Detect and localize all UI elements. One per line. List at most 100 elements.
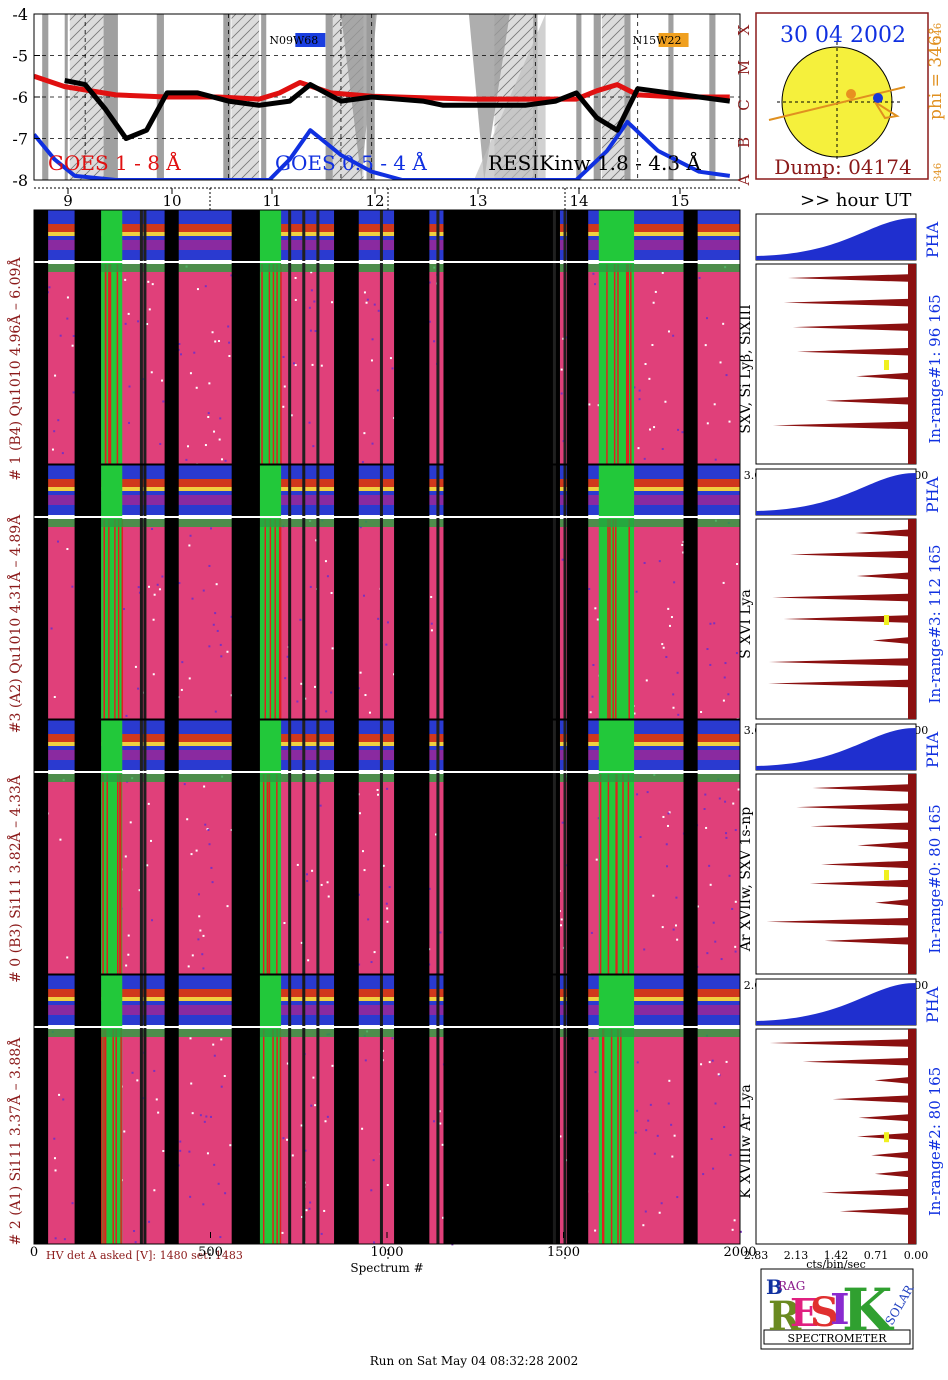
region-label: N15W22 [633,34,682,47]
spectrum-line-streak [602,1029,605,1244]
spectrum-marker [884,615,889,625]
spectrum-speckle [308,1207,311,1210]
spectrum-speckle [649,428,652,431]
spectrum-speckle [357,687,360,690]
spectrum-speckle [705,826,708,829]
spectrum-peak [766,917,916,926]
spectrum-speckle [153,593,156,596]
panel-ylabel: #3 (A2) Qu1010 4.31Å – 4.89Å [6,514,24,733]
data-gap [74,720,102,974]
data-gap-thin [436,720,440,974]
hour-tick-label: 13 [468,192,487,210]
spectrum-speckle [326,881,329,884]
spectrum-speckle [594,607,597,610]
spectrum-speckle [654,290,657,293]
spectrum-speckle [633,386,636,389]
spectrum-speckle [208,564,211,567]
spectrum-speckle [731,1228,734,1231]
spectrum-speckle [189,1037,192,1040]
spectrum-speckle [658,560,661,563]
spectrum-speckle [710,1137,713,1140]
spectrum-speckle [704,793,707,796]
spectrum-speckle [438,1110,441,1113]
data-gap-thin [316,720,320,974]
spectrum-peak [821,860,916,869]
spectrum-speckle [307,959,310,962]
spectrum-speckle [682,551,685,554]
spectrum-speckle [668,624,671,627]
spectrum-tick-label: 500 [198,1245,223,1260]
data-gap-thin [552,210,556,464]
spectrum-peak [790,550,916,559]
spectra-panel-2: # 0 (B3) Si111 3.82Å – 4.33ÅHV det B ask… [6,719,944,992]
spectrum-speckle [362,594,365,597]
spectrum-speckle [636,1061,639,1064]
spectrum-peak [809,879,916,888]
spectrum-speckle [664,400,667,403]
spectrum-line-streak [601,1029,604,1244]
spectrum-top-band [34,774,740,782]
spectrum-speckle [651,343,654,346]
spectrum-speckle [709,622,712,625]
pha-histogram [756,728,916,770]
spectrum-line-streak [262,774,265,974]
spectrum-speckle [127,953,130,956]
cts-label: cts/bin/sec [806,1258,866,1271]
data-gap [394,210,430,464]
hv-label: HV det A asked [V]: 1480 set: 1483 [46,1249,243,1262]
spectrum-peak [858,1113,916,1122]
spectrum-speckle [179,353,182,356]
spectrum-speckle [662,815,665,818]
spectrum-speckle [702,1173,705,1176]
pha-band-yellow [34,742,740,746]
spectrum-speckle [653,1152,656,1155]
goes-class-label: B [735,137,753,148]
spectrum-speckle [230,615,233,618]
spectrum-speckle [698,276,701,279]
spectrum-speckle [131,1071,134,1074]
spectrum-speckle [66,956,69,959]
spectrum-speckle [305,873,308,876]
data-gap-thin [139,975,143,1244]
spectrum-speckle [712,921,715,924]
spectrum-speckle [324,1120,327,1123]
logo-k: K [842,1276,895,1344]
spectrum-speckle [71,344,74,347]
spectrum-speckle [326,575,329,578]
spectrum-speckle [229,1144,232,1147]
in-range-label: In-range#3: 112 165 [926,545,944,704]
spectrum-speckle [122,608,125,611]
spectrum-axis: 0 500 1000 1500 2000 Spectrum # cts/bin/sec [30,1232,866,1275]
spectrum-speckle [286,655,289,658]
spectrum-line-streak [103,519,106,719]
data-gap [34,975,49,1244]
spectrum-top-band [34,1029,740,1037]
spectrum-speckle [709,883,712,886]
hour-tick-label: 9 [63,192,73,210]
pha-histogram [756,983,916,1025]
spectrum-speckle [294,276,297,279]
data-gap [394,465,430,719]
pha-band-purple [34,1005,740,1015]
spectrum-speckle [56,540,59,543]
spectrum-line-streak [276,264,278,464]
spectra-panel-1: #3 (A2) Qu1010 4.31Å – 4.89ÅHV det A ask… [6,464,944,737]
spectrum-speckle [51,448,54,451]
spectrum-speckle [207,829,210,832]
spectrum-speckle [50,627,53,630]
spectrum-speckle [717,1073,720,1076]
data-gap [567,465,589,719]
spectrum-speckle [180,688,183,691]
spectrum-speckle [66,296,69,299]
spectra-frame [33,209,741,465]
spectrum-speckle [219,417,222,420]
spectrum-speckle [199,929,202,932]
spectrum-speckle [731,907,734,910]
panel-ylabel: # 2 (A1) Si111 3.37Å – 3.88Å [6,1037,24,1246]
goes-lightcurve-chart: -4 -5 -6 -7 -8 X M C B A N09W68 N15W22 GOES 1 - 8… [0,0,948,200]
data-gap [443,720,560,974]
spectrum-speckle [670,1123,673,1126]
spectrum-speckle [734,950,737,953]
spectrum-speckle [186,818,189,821]
